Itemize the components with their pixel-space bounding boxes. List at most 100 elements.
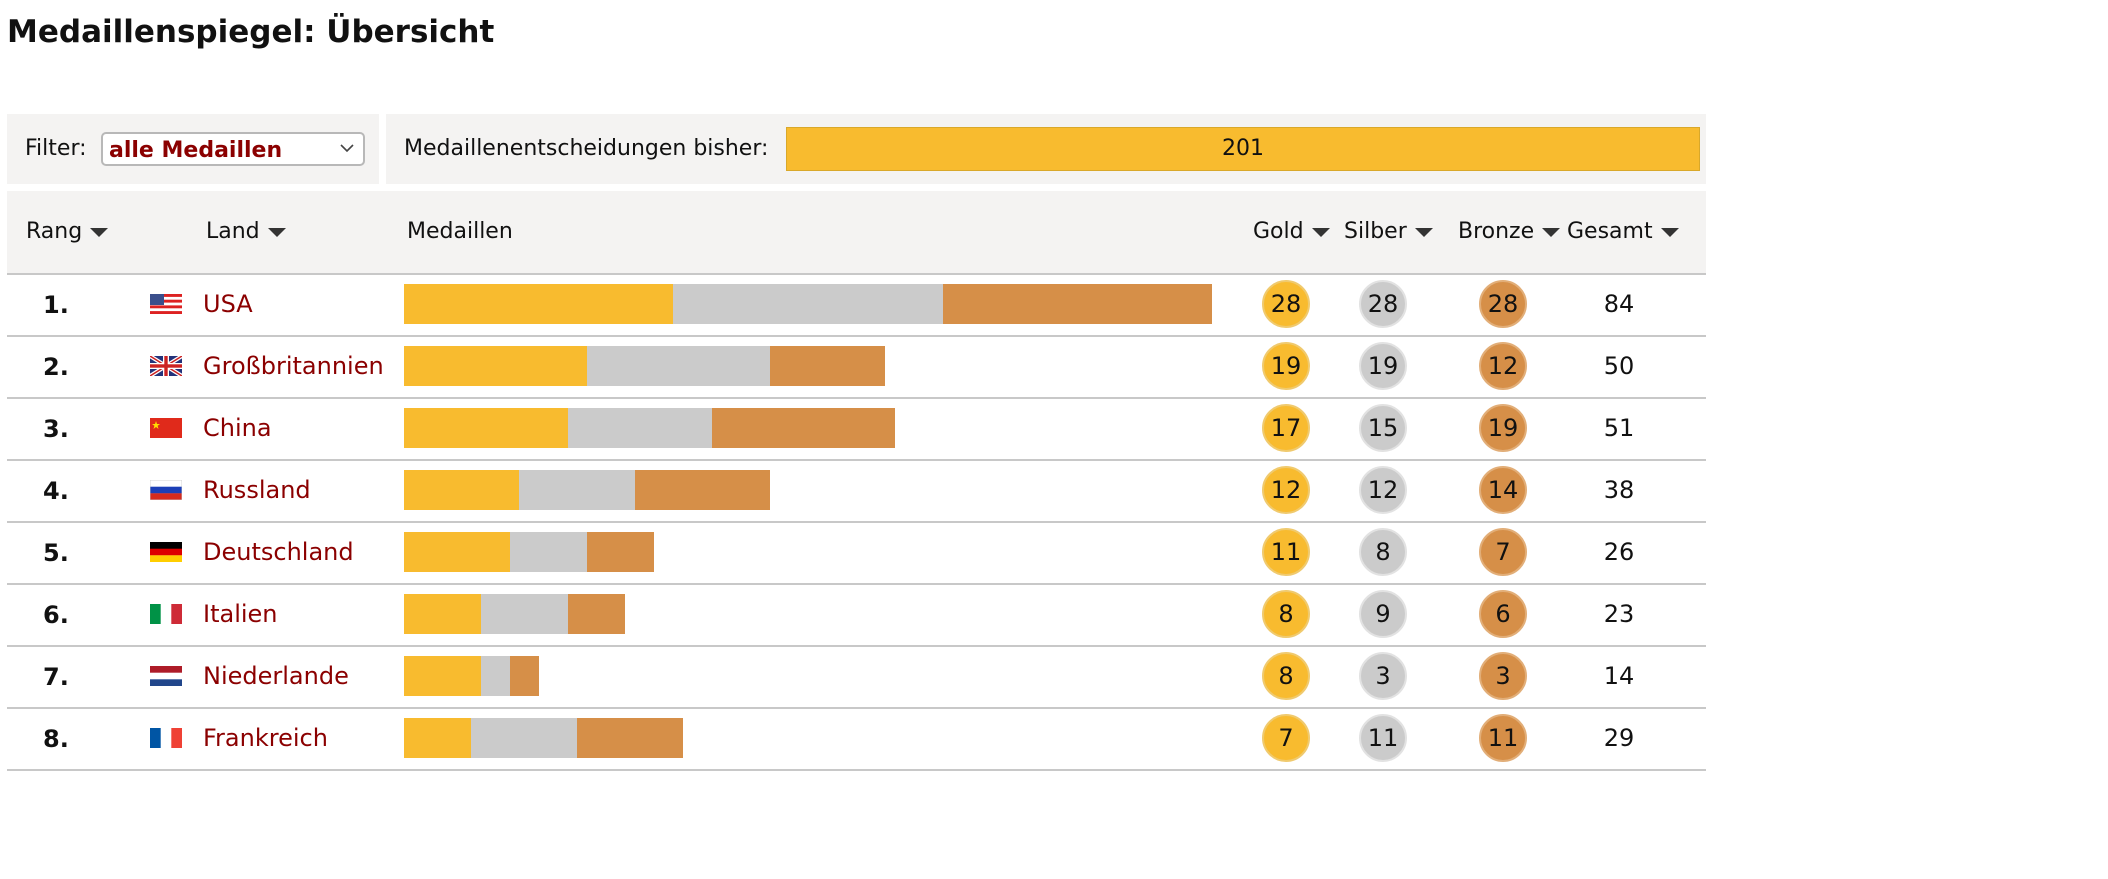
bronze-count: 6 <box>1479 590 1527 638</box>
cn-flag-icon <box>150 418 182 438</box>
silver-bar-segment <box>509 532 587 572</box>
silver-count: 28 <box>1359 280 1407 328</box>
total-count: 14 <box>1603 662 1635 690</box>
silver-count: 15 <box>1359 404 1407 452</box>
rank-cell: 4. <box>43 477 69 505</box>
total-header-label: Gesamt <box>1567 219 1653 244</box>
gold-count: 19 <box>1262 342 1310 390</box>
medal-decisions-bar: 201 <box>786 127 1700 171</box>
country-link[interactable]: Niederlande <box>203 662 349 690</box>
medal-filter-select[interactable]: alle Medaillen <box>101 132 365 166</box>
rank-cell: 3. <box>43 415 69 443</box>
bronze-count: 19 <box>1479 404 1527 452</box>
rank-header-label: Rang <box>26 219 83 244</box>
silver-bar-segment <box>519 470 635 510</box>
silver-count: 9 <box>1359 590 1407 638</box>
silver-count: 8 <box>1359 528 1407 576</box>
table-row: 2. Großbritannien 19 19 12 50 <box>7 335 1706 399</box>
filter-label: Filter: <box>25 136 87 161</box>
silver-count: 3 <box>1359 652 1407 700</box>
country-link[interactable]: Deutschland <box>203 538 354 566</box>
gold-count: 8 <box>1262 652 1310 700</box>
gold-count: 17 <box>1262 404 1310 452</box>
silver-count: 12 <box>1359 466 1407 514</box>
bronze-bar-segment <box>634 470 770 510</box>
gold-bar-segment <box>404 346 587 386</box>
bronze-count: 28 <box>1479 280 1527 328</box>
gold-count: 12 <box>1262 466 1310 514</box>
country-link[interactable]: USA <box>203 290 253 318</box>
total-count: 38 <box>1603 476 1635 504</box>
table-row: 4. Russland 12 12 14 38 <box>7 459 1706 523</box>
sort-down-icon <box>267 227 286 237</box>
medal-bar <box>404 594 1304 634</box>
medal-filter-value: alle Medaillen <box>109 138 283 163</box>
medal-bar <box>404 532 1304 572</box>
total-count: 84 <box>1603 290 1635 318</box>
gold-count: 28 <box>1262 280 1310 328</box>
sort-down-icon <box>1311 227 1330 237</box>
table-row: 3. China 17 15 19 51 <box>7 397 1706 461</box>
table-row: 1. USA 28 28 28 84 <box>7 273 1706 337</box>
total-count: 50 <box>1603 352 1635 380</box>
gold-bar-segment <box>404 284 674 324</box>
fr-flag-icon <box>150 728 182 748</box>
total-count: 23 <box>1603 600 1635 628</box>
country-link[interactable]: Frankreich <box>203 724 328 752</box>
gold-bar-segment <box>404 532 510 572</box>
sort-rank-header[interactable]: Rang <box>26 219 109 244</box>
total-count: 51 <box>1603 414 1635 442</box>
filter-panel: Filter: alle Medaillen <box>7 114 379 184</box>
table-row: 5. Deutschland 11 8 7 26 <box>7 521 1706 585</box>
table-header: Rang Land Medaillen Gold Silber Bronze G… <box>7 191 1706 275</box>
bronze-bar-segment <box>769 346 885 386</box>
medal-bar <box>404 470 1304 510</box>
country-link[interactable]: China <box>203 414 272 442</box>
country-link[interactable]: Russland <box>203 476 311 504</box>
rank-cell: 1. <box>43 291 69 319</box>
bronze-bar-segment <box>586 532 655 572</box>
ru-flag-icon <box>150 480 182 500</box>
medals-header-label: Medaillen <box>407 219 513 244</box>
bronze-count: 11 <box>1479 714 1527 762</box>
silver-header-label: Silber <box>1344 219 1407 244</box>
sort-down-icon <box>1542 227 1561 237</box>
sort-gold-header[interactable]: Gold <box>1253 219 1330 244</box>
total-count: 26 <box>1603 538 1635 566</box>
silver-count: 11 <box>1359 714 1407 762</box>
sort-down-icon <box>1660 227 1679 237</box>
rank-cell: 7. <box>43 663 69 691</box>
bronze-bar-segment <box>567 594 626 634</box>
gold-bar-segment <box>404 470 520 510</box>
page-title: Medaillenspiegel: Übersicht <box>7 14 495 50</box>
medal-decisions-label: Medaillenentscheidungen bisher: <box>404 136 769 161</box>
country-header-label: Land <box>206 219 260 244</box>
sort-total-header[interactable]: Gesamt <box>1567 219 1679 244</box>
sort-bronze-header[interactable]: Bronze <box>1458 219 1561 244</box>
bronze-bar-segment <box>577 718 683 758</box>
sort-down-icon <box>90 227 109 237</box>
rank-cell: 5. <box>43 539 69 567</box>
us-flag-icon <box>150 294 182 314</box>
gold-count: 11 <box>1262 528 1310 576</box>
bronze-count: 3 <box>1479 652 1527 700</box>
sort-down-icon <box>1414 227 1433 237</box>
rank-cell: 6. <box>43 601 69 629</box>
sort-country-header[interactable]: Land <box>206 219 286 244</box>
gold-bar-segment <box>404 408 568 448</box>
table-row: 6. Italien 8 9 6 23 <box>7 583 1706 647</box>
country-link[interactable]: Italien <box>203 600 278 628</box>
gold-count: 8 <box>1262 590 1310 638</box>
silver-bar-segment <box>673 284 943 324</box>
medal-bar <box>404 284 1304 324</box>
silver-count: 19 <box>1359 342 1407 390</box>
bronze-count: 7 <box>1479 528 1527 576</box>
table-row: 7. Niederlande 8 3 3 14 <box>7 645 1706 709</box>
bronze-header-label: Bronze <box>1458 219 1535 244</box>
total-count: 29 <box>1603 724 1635 752</box>
rank-cell: 8. <box>43 725 69 753</box>
bronze-bar-segment <box>942 284 1212 324</box>
country-link[interactable]: Großbritannien <box>203 352 384 380</box>
sort-silver-header[interactable]: Silber <box>1344 219 1433 244</box>
silver-bar-segment <box>471 718 578 758</box>
